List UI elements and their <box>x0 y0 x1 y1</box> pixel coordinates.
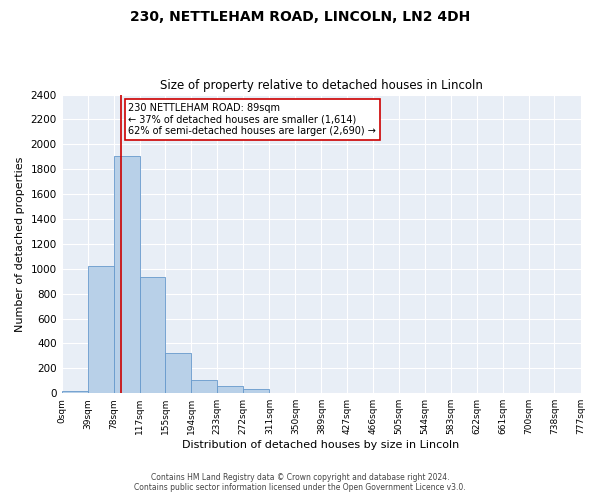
Bar <box>140 278 165 393</box>
Bar <box>217 386 243 393</box>
Title: Size of property relative to detached houses in Lincoln: Size of property relative to detached ho… <box>160 79 482 92</box>
X-axis label: Distribution of detached houses by size in Lincoln: Distribution of detached houses by size … <box>182 440 460 450</box>
Bar <box>243 390 269 393</box>
Bar <box>269 392 295 393</box>
Bar <box>295 392 322 393</box>
Bar <box>191 380 217 393</box>
Bar <box>165 354 191 393</box>
Text: 230, NETTLEHAM ROAD, LINCOLN, LN2 4DH: 230, NETTLEHAM ROAD, LINCOLN, LN2 4DH <box>130 10 470 24</box>
Text: 230 NETTLEHAM ROAD: 89sqm
← 37% of detached houses are smaller (1,614)
62% of se: 230 NETTLEHAM ROAD: 89sqm ← 37% of detac… <box>128 104 376 136</box>
Bar <box>114 156 140 393</box>
Bar <box>88 266 114 393</box>
Y-axis label: Number of detached properties: Number of detached properties <box>15 156 25 332</box>
Text: Contains HM Land Registry data © Crown copyright and database right 2024.
Contai: Contains HM Land Registry data © Crown c… <box>134 473 466 492</box>
Bar <box>62 390 88 393</box>
